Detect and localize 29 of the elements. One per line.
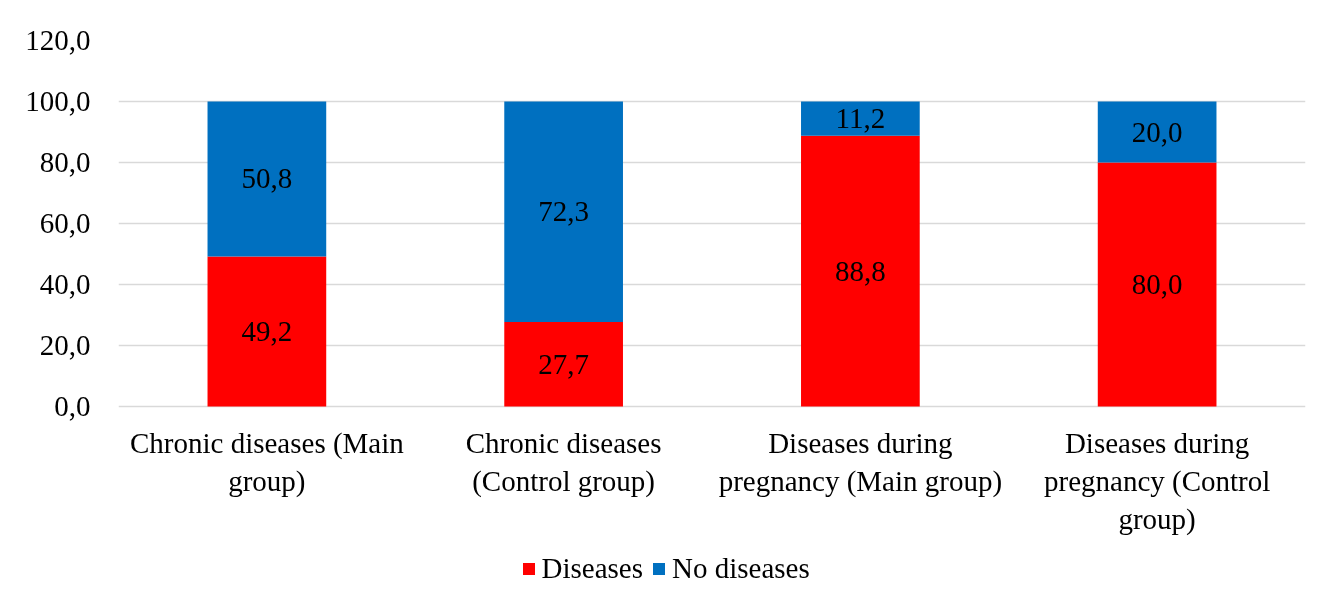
data-label: 88,8: [835, 254, 886, 287]
y-tick-label: 60,0: [39, 207, 91, 239]
data-label: 27,7: [538, 347, 589, 380]
bar: [1097, 101, 1217, 163]
data-label: 72,3: [538, 195, 589, 228]
data-label: 49,2: [241, 314, 293, 347]
data-label: 50,8: [241, 162, 293, 195]
y-tick-label: 120,0: [25, 24, 91, 56]
y-tick-label: 20,0: [39, 329, 91, 361]
bar: [207, 256, 327, 407]
bar: [1097, 162, 1217, 407]
data-label: 11,2: [835, 102, 886, 135]
bar: [207, 101, 327, 257]
y-tick-label: 100,0: [25, 85, 91, 117]
x-tick-label: Chronic diseases (Control group): [465, 426, 662, 498]
x-tick-label: Diseases during pregnancy (Main group): [718, 426, 1003, 498]
data-label: 20,0: [1131, 115, 1183, 148]
bar: [504, 322, 623, 407]
data-label: 80,0: [1131, 268, 1183, 300]
bar: [504, 101, 623, 323]
legend-label: No diseases: [671, 552, 810, 585]
x-tick-label: Chronic diseases (Main group): [129, 426, 405, 498]
bar: [801, 101, 920, 136]
y-tick-label: 80,0: [39, 146, 91, 178]
bar: [801, 135, 920, 407]
y-tick-label: 40,0: [39, 268, 91, 300]
legend-label: Diseases: [541, 552, 643, 585]
y-tick-label: 0,0: [54, 390, 91, 422]
x-tick-label: Diseases during pregnancy (Control group): [1043, 426, 1271, 537]
